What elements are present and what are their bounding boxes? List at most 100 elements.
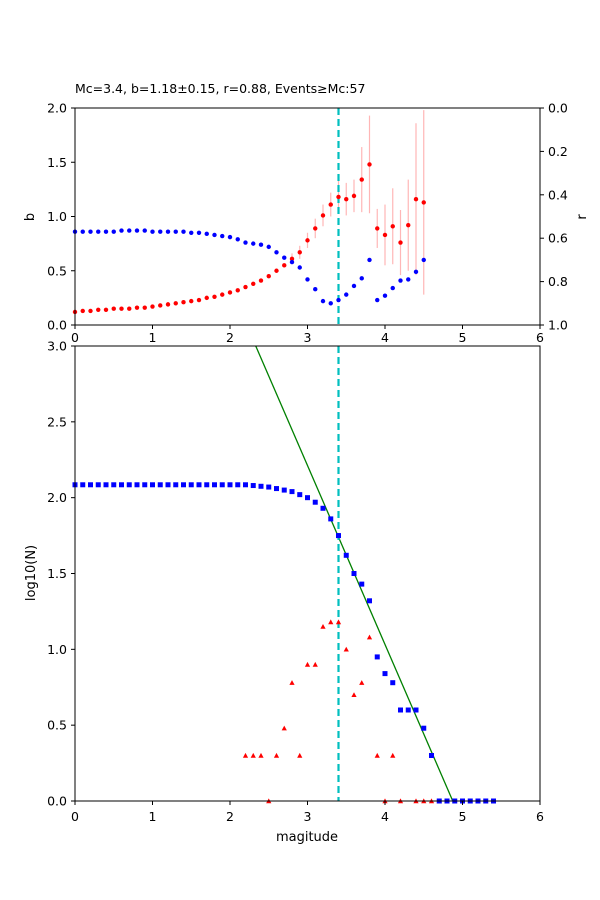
b-value-point xyxy=(297,250,302,255)
r-value-point xyxy=(88,229,93,234)
cumulative-count-point xyxy=(126,482,132,488)
r-value-point xyxy=(382,293,388,298)
bottom-x-tick-label: 1 xyxy=(149,809,157,824)
b-value-point xyxy=(111,306,116,311)
b-value-point xyxy=(313,226,318,231)
noncumulative-count-point xyxy=(359,680,365,685)
noncumulative-count-point xyxy=(390,752,396,758)
cumulative-count-point xyxy=(150,482,155,488)
top-title: Mc=3.4, b=1.18±0.15, r=0.88, Events≥Mc:5… xyxy=(75,81,365,96)
cumulative-count-point xyxy=(421,725,427,731)
r-value-point xyxy=(313,286,318,292)
bottom-x-tick-label: 5 xyxy=(459,809,467,824)
bottom-ylabel: log10(N) xyxy=(24,545,39,601)
top-ylabel: b xyxy=(23,213,38,221)
cumulative-count-point xyxy=(188,482,194,488)
r-value-point xyxy=(127,228,132,233)
cumulative-count-point xyxy=(297,492,303,498)
cumulative-count-point xyxy=(274,486,279,492)
r-value-point xyxy=(196,230,202,235)
cumulative-count-point xyxy=(212,482,217,488)
cumulative-count-point xyxy=(243,482,248,488)
top-panel: 0 1 2 3 4 5 6 0.0 0.5 1.0 1.5 2.0 0.0 0.2 0.4 0.6 0.8 1.0 xyxy=(47,101,568,346)
b-value-point xyxy=(320,213,326,218)
b-value-point xyxy=(382,232,388,238)
r-value-point xyxy=(204,231,209,237)
cumulative-count-point xyxy=(398,707,403,713)
b-value-point xyxy=(251,281,256,286)
b-value-point xyxy=(305,238,310,243)
b-value-point xyxy=(258,278,264,283)
r-value-point xyxy=(111,229,116,234)
cumulative-count-point xyxy=(374,654,380,660)
noncumulative-count-point xyxy=(297,752,303,758)
cumulative-count-point xyxy=(88,482,93,488)
r-value-point xyxy=(305,277,310,282)
b-value-point xyxy=(142,305,147,310)
b-value-point xyxy=(204,295,209,301)
b-value-point xyxy=(220,292,225,297)
cumulative-count-point xyxy=(312,499,318,505)
r-value-point xyxy=(119,228,124,233)
noncumulative-count-point xyxy=(304,661,311,667)
noncumulative-count-point xyxy=(335,619,342,625)
b-value-point xyxy=(367,162,372,167)
b-value-point xyxy=(88,308,93,314)
cumulative-count-point xyxy=(382,671,388,677)
r-value-point xyxy=(142,228,147,233)
bottom-x-tick-label: 0 xyxy=(71,809,79,824)
r-value-point xyxy=(344,292,349,297)
bottom-y-tick-label: 1.0 xyxy=(47,642,67,657)
b-value-point xyxy=(344,196,349,202)
cumulative-count-point xyxy=(181,482,186,488)
cumulative-count-point xyxy=(227,482,233,488)
top-ylabel-right: r xyxy=(575,214,590,220)
r-value-point xyxy=(274,250,279,255)
bottom-x-tick-label: 4 xyxy=(381,809,389,824)
r-value-point xyxy=(235,237,240,242)
b-value-point xyxy=(173,301,178,306)
b-value-point xyxy=(134,305,140,310)
cumulative-count-point xyxy=(95,482,101,488)
r-value-point xyxy=(173,229,178,234)
r-value-point xyxy=(413,269,419,275)
b-value-point xyxy=(359,177,364,182)
top-axes-frame xyxy=(74,107,541,326)
b-value-point xyxy=(328,202,333,207)
r-value-point xyxy=(158,229,163,234)
b-value-point xyxy=(406,222,411,228)
noncumulative-count-point xyxy=(242,752,249,758)
b-value-point xyxy=(212,294,217,299)
b-value-point xyxy=(150,304,155,309)
noncumulative-count-point xyxy=(374,752,380,758)
cumulative-count-point xyxy=(111,482,117,488)
top-y-right-tick-label: 0.0 xyxy=(548,101,568,116)
r-value-point xyxy=(134,228,140,233)
cumulative-count-point xyxy=(429,753,434,758)
cumulative-count-point xyxy=(204,482,210,488)
cumulative-count-point xyxy=(281,487,287,493)
b-value-point xyxy=(103,307,109,313)
noncumulative-count-point xyxy=(320,623,326,629)
cumulative-count-point xyxy=(351,571,357,576)
noncumulative-count-point xyxy=(258,752,264,758)
top-x-tick-label: 3 xyxy=(304,330,312,345)
bottom-y-tick-label: 1.5 xyxy=(47,566,67,581)
b-value-point xyxy=(351,193,357,199)
noncumulative-count-point xyxy=(250,752,256,758)
cumulative-count-point xyxy=(173,482,179,488)
top-y-right-tick-label: 0.6 xyxy=(548,231,568,246)
r-value-point xyxy=(367,257,372,263)
r-value-point xyxy=(266,244,271,250)
r-value-point xyxy=(406,277,411,282)
cumulative-count-point xyxy=(250,483,256,489)
r-value-point xyxy=(103,229,109,234)
cumulative-count-point xyxy=(119,482,124,488)
r-value-point xyxy=(243,240,248,245)
cumulative-count-point xyxy=(289,489,295,495)
bottom-axes-frame xyxy=(74,345,541,802)
b-value-point xyxy=(274,268,279,273)
bottom-y-tick-label: 3.0 xyxy=(47,339,67,354)
b-value-point xyxy=(127,306,132,311)
cumulative-count-point xyxy=(367,598,372,604)
